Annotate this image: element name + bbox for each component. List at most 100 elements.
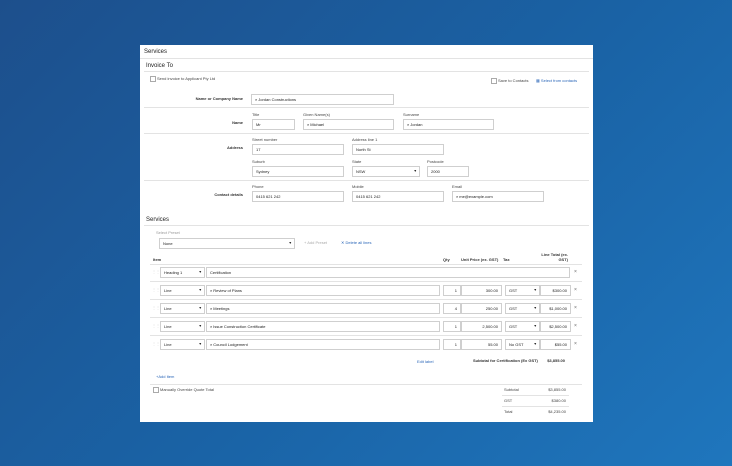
search-icon: ⌕ — [210, 288, 213, 293]
row-description-input[interactable]: ⌕Review of Plans — [206, 285, 440, 296]
services-title: Services — [146, 217, 170, 223]
postcode-input[interactable]: 2000 — [427, 166, 469, 177]
divider — [150, 317, 582, 318]
save-to-contacts-checkbox[interactable] — [491, 78, 497, 84]
name-row-label: Name — [232, 120, 243, 125]
row-unit-price-input[interactable]: 2,500.00 — [461, 321, 502, 332]
subtotal-value: $3,855.00 — [548, 387, 566, 392]
street-number-input[interactable]: 17 — [252, 144, 344, 155]
search-icon: ⌕ — [255, 97, 258, 102]
drag-handle-icon[interactable]: ⋮⋮ — [152, 323, 160, 328]
chevron-down-icon: ▼ — [413, 169, 417, 173]
row-qty-input[interactable]: 1 — [443, 321, 461, 332]
mobile-input[interactable]: 0415 621 242 — [352, 191, 444, 202]
divider — [144, 107, 589, 108]
row-tax-select[interactable]: GST ▼ — [505, 321, 540, 332]
col-item: Item — [153, 257, 162, 262]
row-type-select[interactable]: Line ▼ — [160, 285, 205, 296]
search-icon: ⌕ — [307, 122, 310, 127]
total-value: $4,235.00 — [548, 409, 566, 414]
row-type-select[interactable]: Line ▼ — [160, 339, 205, 350]
street-number-label: Street number — [252, 137, 278, 142]
row-line-total: $300.00 — [540, 285, 571, 296]
row-unit-price-input[interactable]: 55.00 — [461, 339, 502, 350]
row-tax-select[interactable]: GST ▼ — [505, 303, 540, 314]
row-type-select[interactable]: Line ▼ — [160, 303, 205, 314]
divider — [144, 133, 589, 134]
invoice-to-title: Invoice To — [146, 63, 173, 69]
row-unit-price-input[interactable]: 250.00 — [461, 303, 502, 314]
close-icon: ✕ — [341, 240, 345, 245]
row-description-input[interactable]: ⌕Meetings — [206, 303, 440, 314]
postcode-label: Postcode — [427, 159, 444, 164]
drag-handle-icon[interactable]: ⋮⋮ — [152, 269, 160, 274]
row-unit-price-input[interactable]: 300.00 — [461, 285, 502, 296]
add-item-button[interactable]: +Add Item — [156, 374, 175, 379]
row-line-total: $1,000.00 — [540, 303, 571, 314]
row-qty-input[interactable]: 4 — [443, 303, 461, 314]
title-label: Title — [252, 112, 260, 117]
divider — [150, 281, 582, 282]
row-qty-input[interactable]: 1 — [443, 285, 461, 296]
close-icon[interactable]: × — [574, 323, 577, 329]
name-or-company-input[interactable]: ⌕Jordan Constructions — [251, 94, 394, 105]
close-icon[interactable]: × — [574, 305, 577, 311]
services-panel: Services Invoice To Send invoice to Appl… — [140, 45, 593, 422]
row-tax-select[interactable]: GST ▼ — [505, 285, 540, 296]
contacts-icon: ▦ — [536, 78, 540, 83]
divider — [144, 71, 589, 72]
drag-handle-icon[interactable]: ⋮⋮ — [152, 287, 160, 292]
subtotal-certification-value: $3,855.00 — [547, 358, 565, 363]
phone-label: Phone — [252, 184, 264, 189]
col-tax: Tax — [503, 257, 510, 262]
delete-all-lines-button[interactable]: ✕ Delete all lines — [341, 240, 372, 245]
address-line-1-input[interactable]: North St — [352, 144, 444, 155]
row-type-select[interactable]: Heading 1 ▼ — [160, 267, 205, 278]
col-qty: Qty — [443, 257, 450, 262]
close-icon[interactable]: × — [574, 287, 577, 293]
plus-icon: + — [156, 374, 159, 379]
drag-handle-icon[interactable]: ⋮⋮ — [152, 305, 160, 310]
search-icon: ⌕ — [456, 194, 459, 199]
send-to-applicant-label: Send invoice to Applicant Pty Ltd — [157, 76, 216, 81]
surname-input[interactable]: ⌕Jordan — [403, 119, 494, 130]
select-from-contacts-link[interactable]: ▦ Select from contacts — [536, 78, 578, 83]
row-description-input[interactable]: ⌕Council Lodgement — [206, 339, 440, 350]
chevron-down-icon: ▼ — [533, 288, 537, 292]
chevron-down-icon: ▼ — [288, 241, 292, 245]
state-label: State — [352, 159, 362, 164]
row-line-total: $55.00 — [540, 339, 571, 350]
divider — [150, 335, 582, 336]
chevron-down-icon: ▼ — [198, 288, 202, 292]
chevron-down-icon: ▼ — [533, 306, 537, 310]
divider — [144, 180, 589, 181]
send-to-applicant-checkbox[interactable] — [150, 76, 156, 82]
row-qty-input[interactable]: 1 — [443, 339, 461, 350]
phone-input[interactable]: 0415 621 242 — [252, 191, 344, 202]
email-input[interactable]: ⌕me@example.com — [452, 191, 544, 202]
state-select[interactable]: NSW ▼ — [352, 166, 420, 177]
chevron-down-icon: ▼ — [198, 306, 202, 310]
add-preset-button[interactable]: + Add Preset — [304, 240, 328, 245]
preset-select[interactable]: None ▼ — [159, 238, 295, 249]
plus-icon: + — [304, 240, 307, 245]
search-icon: ⌕ — [210, 306, 213, 311]
name-or-company-label: Name or Company Name — [195, 96, 243, 101]
divider — [144, 225, 589, 226]
title-input[interactable]: Mr — [252, 119, 295, 130]
row-type-select[interactable]: Line ▼ — [160, 321, 205, 332]
suburb-input[interactable]: Sydney — [252, 166, 344, 177]
given-name-input[interactable]: ⌕Michael — [303, 119, 394, 130]
row-tax-select[interactable]: No GST ▼ — [505, 339, 540, 350]
manual-override-checkbox[interactable] — [153, 387, 159, 393]
row-description-input[interactable]: ⌕Issue Construction Certificate — [206, 321, 440, 332]
divider — [502, 406, 569, 407]
given-name-label: Given Name(s) — [303, 112, 330, 117]
subtotal-label: Subtotal — [504, 387, 519, 392]
drag-handle-icon[interactable]: ⋮⋮ — [152, 341, 160, 346]
edit-label-link[interactable]: Edit label — [417, 359, 434, 364]
address-line-1-label: Address line 1 — [352, 137, 378, 142]
row-description-input[interactable]: Certification — [206, 267, 570, 278]
close-icon[interactable]: × — [574, 269, 577, 275]
close-icon[interactable]: × — [574, 341, 577, 347]
